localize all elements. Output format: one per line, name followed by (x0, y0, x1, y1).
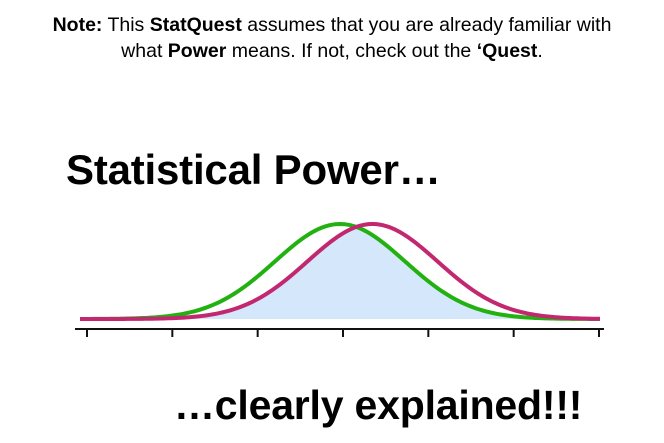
note-text-2: assumes that you are already familiar wi… (121, 14, 612, 62)
note-prefix: Note: (52, 14, 103, 36)
note-statquest: StatQuest (149, 14, 242, 36)
x-axis-ticks (86, 329, 600, 337)
note-text-1: This (102, 14, 150, 36)
green-distribution-curve (79, 222, 601, 321)
overlap-area (80, 227, 600, 319)
magenta-distribution-curve (80, 222, 601, 321)
note-text-4: . (537, 40, 543, 62)
note-power: Power (167, 40, 227, 62)
note-quest: ‘Quest (476, 40, 538, 62)
note-text: Note: This StatQuest assumes that you ar… (42, 12, 622, 64)
note-text-3: means. If not, check out the (226, 40, 477, 62)
page-subtitle: …clearly explained!!! (174, 382, 583, 428)
page-title: Statistical Power… (66, 146, 441, 193)
